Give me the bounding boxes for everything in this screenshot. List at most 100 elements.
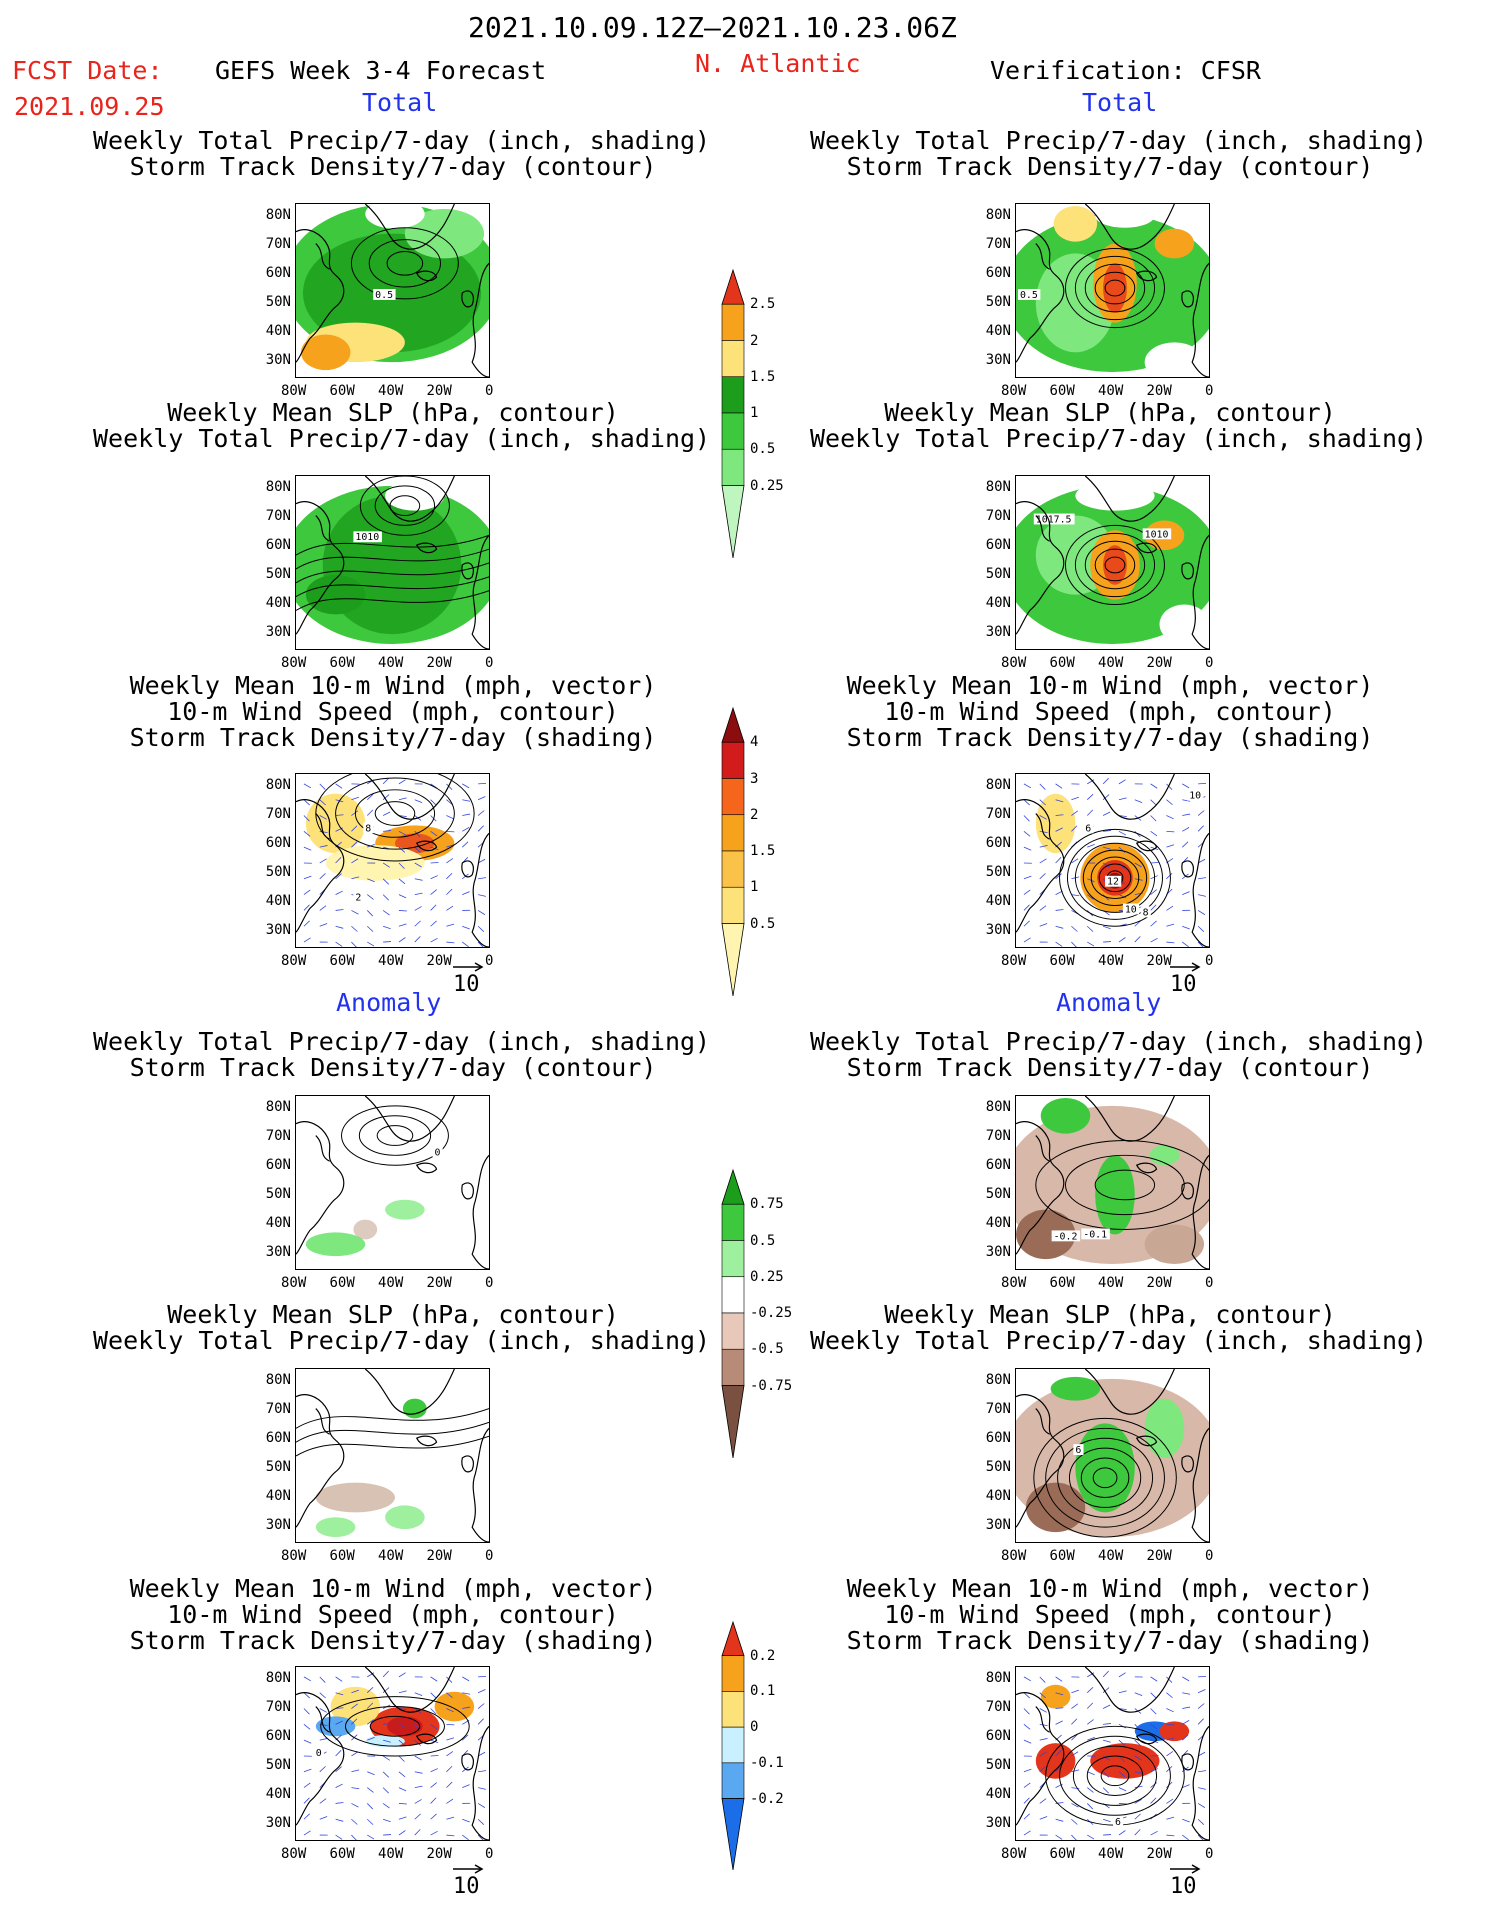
fcst-date-value: 2021.09.25 — [14, 92, 165, 121]
contours — [320, 1696, 470, 1757]
map-panel-r4-c1: 0 — [295, 1095, 490, 1270]
section-total-left: Total — [362, 88, 438, 117]
map-svg: -0.2 -0.1 — [1016, 1096, 1209, 1269]
lat-tick-label: 60N — [985, 835, 1011, 851]
map-panel-r1-c2: 0.5 — [1015, 203, 1210, 378]
colorbar-label: 0 — [750, 1719, 759, 1736]
contours — [1064, 524, 1165, 606]
vector-ref-anom-right: 10 — [1170, 1864, 1202, 1899]
map-svg: 6 — [1016, 1369, 1209, 1542]
lon-tick-label: 20W — [426, 383, 452, 399]
vector-ref-total-right: 10 — [1170, 962, 1202, 997]
lat-tick-label: 70N — [985, 1401, 1011, 1417]
colorbar-label: 2 — [750, 332, 759, 349]
lat-tick-label: 80N — [265, 1670, 291, 1686]
colorbar-swatch — [721, 741, 745, 779]
colorbar-swatch — [721, 850, 745, 888]
lon-tick-label: 20W — [426, 1846, 452, 1862]
shading — [296, 480, 489, 645]
lat-tick-label: 30N — [985, 624, 1011, 640]
lat-tick-label: 30N — [985, 1517, 1011, 1533]
lat-tick-label: 60N — [985, 1157, 1011, 1173]
lon-tick-label: 20W — [426, 1275, 452, 1291]
map-svg: 0 — [296, 1096, 489, 1269]
lat-tick-label: 60N — [265, 1157, 291, 1173]
map-panel-r1-c1: 0.5 — [295, 203, 490, 378]
contour-label: 0.5 — [1020, 290, 1038, 301]
map-svg: 1010 — [296, 476, 489, 649]
contour-label: 10 — [1125, 904, 1137, 915]
fcst-date-label: FCST Date: — [12, 56, 163, 85]
lon-tick-label: 40W — [378, 1548, 404, 1564]
lat-tick-label: 60N — [265, 1728, 291, 1744]
lat-tick-label: 80N — [265, 1099, 291, 1115]
lon-tick-label: 20W — [1146, 1275, 1172, 1291]
wind-vectors — [1023, 777, 1207, 947]
lat-tick-label: 70N — [265, 1401, 291, 1417]
lat-tick-label: 60N — [265, 835, 291, 851]
map-panel-r6-c2: 6 — [1015, 1666, 1210, 1841]
lon-tick-label: 80W — [1001, 1846, 1027, 1862]
contour-bands — [296, 534, 489, 611]
verification-label: Verification: CFSR — [990, 56, 1261, 85]
lon-tick-label: 0 — [485, 1548, 494, 1564]
contours — [1059, 828, 1171, 927]
map-panel-r6-c1: 0 — [295, 1666, 490, 1841]
lat-tick-label: 30N — [265, 1815, 291, 1831]
lat-tick-label: 30N — [265, 624, 291, 640]
lon-tick-label: 20W — [1146, 383, 1172, 399]
colorbar-cap — [721, 1385, 745, 1459]
lon-tick-label: 40W — [378, 953, 404, 969]
contour-label: 8 — [1143, 907, 1149, 918]
contours — [350, 227, 459, 300]
lon-tick-label: 80W — [281, 1846, 307, 1862]
colorbar-label: 0.75 — [750, 1196, 784, 1213]
lat-tick-label: 50N — [985, 1186, 1011, 1202]
lon-tick-label: 20W — [1146, 953, 1172, 969]
colorbar-swatch — [721, 340, 745, 378]
colorbar-label: 0.25 — [750, 477, 784, 494]
lat-tick-label: 80N — [985, 479, 1011, 495]
coastline — [1016, 774, 1209, 947]
colorbar-swatch — [721, 412, 745, 450]
lon-tick-label: 60W — [1049, 1548, 1075, 1564]
colorbar-swatch — [721, 1276, 745, 1314]
lon-tick-label: 60W — [329, 655, 355, 671]
map-svg: 6 — [1016, 1667, 1209, 1840]
colorbar-cap — [721, 706, 745, 743]
lat-tick-label: 30N — [265, 1244, 291, 1260]
lat-tick-label: 50N — [265, 294, 291, 310]
colorbar-label: 4 — [750, 734, 759, 751]
lon-tick-label: 40W — [378, 1846, 404, 1862]
lat-tick-label: 50N — [985, 1459, 1011, 1475]
colorbar-swatch — [721, 1348, 745, 1386]
colorbar-label: -0.75 — [750, 1377, 793, 1394]
lat-tick-label: 80N — [985, 1099, 1011, 1115]
colorbar-cap — [721, 1168, 745, 1205]
colorbar-label: 0.5 — [750, 441, 776, 458]
coastline — [1016, 1369, 1209, 1542]
colorbar-label: 0.5 — [750, 1232, 776, 1249]
title-anom-slp-right: Weekly Mean SLP (hPa, contour) Weekly Tot… — [810, 1300, 1428, 1355]
lat-tick-label: 50N — [985, 566, 1011, 582]
colorbar-precip-anom — [721, 1168, 745, 1459]
lat-tick-label: 50N — [265, 864, 291, 880]
lon-tick-label: 80W — [1001, 383, 1027, 399]
lon-tick-label: 80W — [281, 655, 307, 671]
lat-tick-label: 80N — [265, 479, 291, 495]
lat-tick-label: 70N — [265, 236, 291, 252]
colorbar-cap — [721, 268, 745, 305]
contour-label: 0 — [435, 1147, 441, 1158]
lat-tick-label: 40N — [265, 595, 291, 611]
vector-ref-total-left: 10 — [453, 962, 485, 997]
colorbar-label: 0.1 — [750, 1683, 776, 1700]
contour-label: 8 — [365, 823, 371, 834]
coastline — [1016, 1096, 1209, 1269]
title-total-precip-right: Weekly Total Precip/7-day (inch, shading… — [810, 126, 1428, 181]
section-total-right: Total — [1082, 88, 1158, 117]
lat-tick-label: 50N — [985, 1757, 1011, 1773]
map-panel-r5-c2: 6 — [1015, 1368, 1210, 1543]
colorbar-cap — [721, 485, 745, 559]
shading — [305, 1199, 425, 1257]
contours — [1033, 1417, 1177, 1538]
